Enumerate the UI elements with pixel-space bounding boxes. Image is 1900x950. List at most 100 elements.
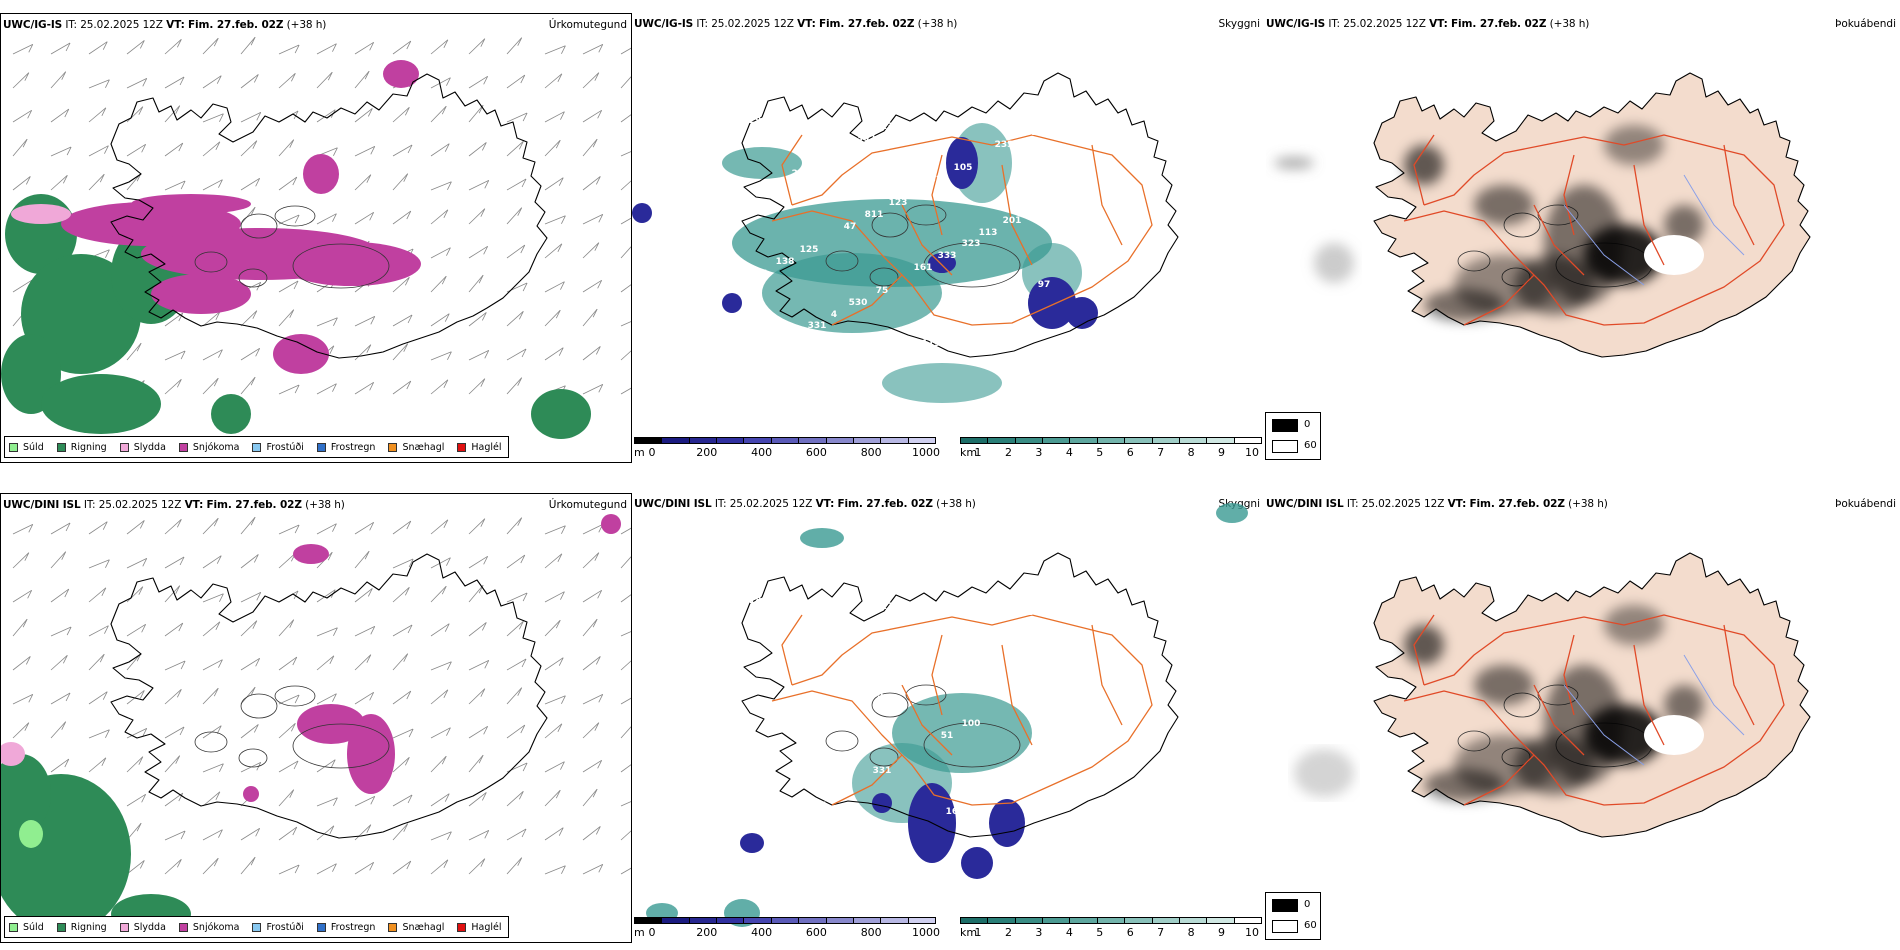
legend-swatch xyxy=(457,442,467,452)
colorbar-cell xyxy=(744,438,772,443)
colorbar-cell xyxy=(881,918,909,923)
colorbar-strip xyxy=(960,437,1262,444)
colorbar-cell xyxy=(853,438,882,443)
visibility-value-label: 444 xyxy=(833,146,852,156)
colorbar-tick: 4 xyxy=(1065,446,1073,459)
visibility-value-label: 790 xyxy=(784,333,803,343)
legend-label: Snæhagl xyxy=(402,441,445,453)
colorbar-cell xyxy=(744,918,772,923)
fog-map xyxy=(1294,552,1811,838)
colorbar-cell xyxy=(826,918,854,923)
legend-label: Rigning xyxy=(70,441,107,453)
visibility-value-label: 170 xyxy=(881,602,900,612)
fog-map xyxy=(1274,72,1811,358)
visibility-value-label: 99 xyxy=(819,157,832,167)
colorbar-tick: 7 xyxy=(1157,446,1165,459)
legend-item-snjókoma: Snjókoma xyxy=(178,441,240,453)
visibility-value-label: 147 xyxy=(987,304,1006,314)
visibility-value-label: 115 xyxy=(865,690,884,700)
visibility-value-label: 97 xyxy=(1038,280,1051,290)
colorbar-cell xyxy=(1234,438,1261,443)
visibility-value-label: 169 xyxy=(946,807,965,817)
colorbar-tick: 3 xyxy=(1035,926,1043,939)
visibility-value-label: 113 xyxy=(979,228,998,238)
visibility-value-label: 159 xyxy=(1019,128,1038,138)
colorbar-unit: km xyxy=(960,446,978,459)
fog-legend: 0 60 xyxy=(1265,412,1321,460)
fog-legend-swatch xyxy=(1272,440,1298,453)
visibility-value-label: 121 xyxy=(889,678,908,688)
colorbar-unit: km xyxy=(960,926,978,939)
legend-swatch xyxy=(457,922,467,932)
colorbar-cell xyxy=(1152,918,1180,923)
legend-item-frostúði: Frostúði xyxy=(252,442,304,453)
panel-header: UWC/IG-IS IT: 25.02.2025 12Z VT: Fim. 27… xyxy=(634,18,958,30)
panel-title: Úrkomutegund xyxy=(548,19,627,31)
colorbar-cell xyxy=(988,918,1016,923)
visibility-value-label: 76 xyxy=(755,269,768,279)
colorbar-tick: 2 xyxy=(1004,446,1012,459)
colorbar-tick: 4 xyxy=(1065,926,1073,939)
colorbar-tick: 7 xyxy=(1157,926,1165,939)
colorbar-tick: 9 xyxy=(1218,446,1226,459)
visibility-map: 129 99 123 323 97 331 130 105 131 125 75 49 159 218 81… xyxy=(632,72,1179,403)
fog-legend: 0 60 xyxy=(1265,892,1321,940)
colorbar-tick: 1000 xyxy=(912,446,940,459)
visibility-areas xyxy=(632,123,1098,403)
panel-header: UWC/DINI ISL IT: 25.02.2025 12Z VT: Fim.… xyxy=(1266,498,1608,510)
visibility-value-label: 323 xyxy=(962,239,981,249)
legend-label: Rigning xyxy=(70,921,107,933)
legend-label: Snæhagl xyxy=(402,921,445,933)
visibility-value-label: 218 xyxy=(792,169,811,179)
colorbar-tick: 10 xyxy=(1245,926,1259,939)
colorbar-strip xyxy=(634,437,936,444)
legend-swatch xyxy=(178,442,188,452)
legend-item-frostúði: Frostúði xyxy=(252,922,304,933)
colorbar-tick: 8 xyxy=(1187,926,1195,939)
legend-item-frostregn: Frostregn xyxy=(316,921,376,933)
fog-index-panel-top: UWC/IG-IS IT: 25.02.2025 12Z VT: Fim. 27… xyxy=(1264,13,1900,463)
legend-item-snæhagl: Snæhagl xyxy=(388,442,444,453)
legend-label: Frostregn xyxy=(330,921,376,933)
visibility-value-label: 178 xyxy=(1011,292,1030,302)
colorbar-tick: 600 xyxy=(805,926,827,939)
colorbar-cell xyxy=(1207,438,1235,443)
visibility-value-label: 129 xyxy=(743,116,762,126)
colorbar-tick: 5 xyxy=(1096,446,1104,459)
fog-legend-label: 60 xyxy=(1304,440,1317,451)
legend-item-súld: Súld xyxy=(9,922,44,933)
legend-swatch xyxy=(178,922,188,932)
colorbar-tick: 800 xyxy=(860,446,882,459)
colorbar-cell xyxy=(988,438,1016,443)
colorbar-cell xyxy=(689,918,718,923)
fog-legend-swatch xyxy=(1272,899,1298,912)
colorbar-cell xyxy=(1043,438,1071,443)
legend-label: Frostregn xyxy=(330,441,376,453)
fog-legend-label: 60 xyxy=(1304,920,1317,931)
visibility-panel-top: UWC/IG-IS IT: 25.02.2025 12Z VT: Fim. 27… xyxy=(632,13,1264,463)
visibility-value-label: 55 xyxy=(819,637,832,647)
colorbar-unit: m xyxy=(634,446,645,459)
legend-label: Slydda xyxy=(133,921,166,933)
colorbar-cell xyxy=(1015,918,1044,923)
fog-intensity-areas xyxy=(1404,125,1704,321)
legend-label: Snjókoma xyxy=(192,441,240,453)
legend-item-súld: Súld xyxy=(9,442,44,453)
precip-map xyxy=(1,36,631,439)
colorbar-tick: 5 xyxy=(1096,926,1104,939)
legend-item-rigning: Rigning xyxy=(56,441,107,453)
colorbar-cell xyxy=(662,918,690,923)
legend-item-snjókoma: Snjókoma xyxy=(178,922,239,933)
colorbar-cell xyxy=(1097,438,1126,443)
panel-header: UWC/IG-IS IT: 25.02.2025 12Z VT: Fim. 27… xyxy=(1266,18,1590,30)
legend-swatch xyxy=(388,442,398,452)
visibility-value-label: 56 xyxy=(909,187,922,197)
colorbar-tick: 200 xyxy=(696,926,718,939)
iceland-landmass xyxy=(110,73,548,359)
colorbar-cell xyxy=(799,438,827,443)
visibility-value-label: 131 xyxy=(1027,204,1046,214)
colorbar-cell xyxy=(1097,918,1126,923)
legend-swatch xyxy=(9,922,18,932)
colorbar-cell xyxy=(1070,918,1098,923)
visibility-panel-bottom: UWC/DINI ISL IT: 25.02.2025 12Z VT: Fim.… xyxy=(632,493,1264,943)
